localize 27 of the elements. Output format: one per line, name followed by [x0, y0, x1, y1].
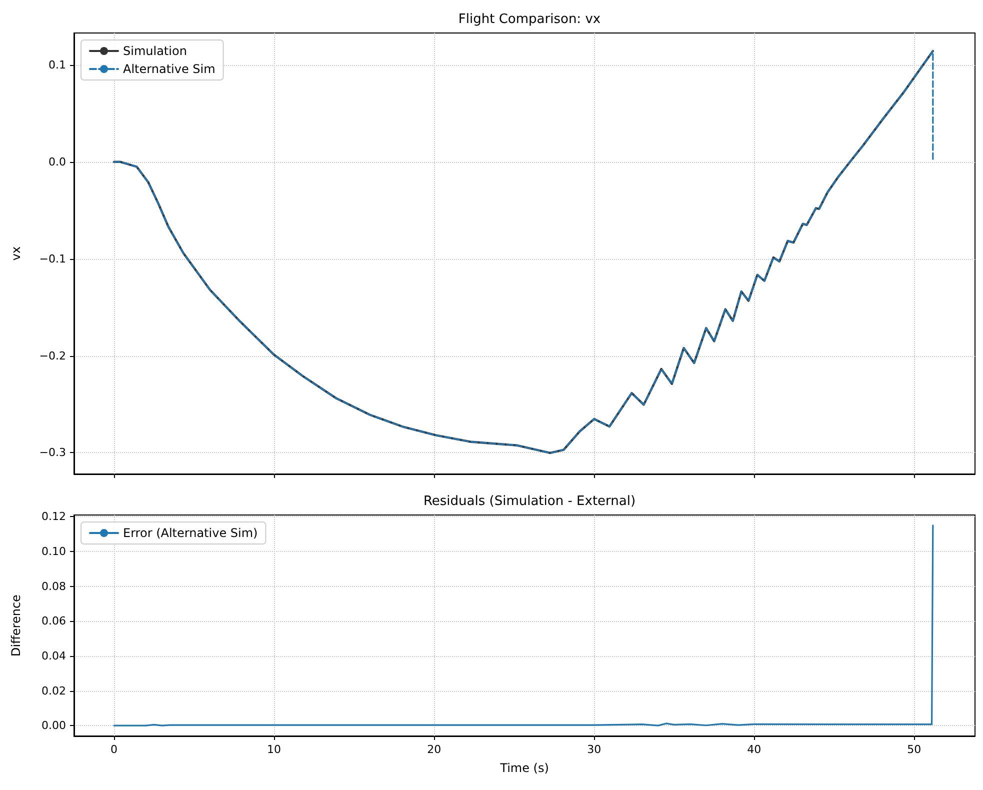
y-tick-label: 0.00: [42, 719, 66, 732]
legend-label: Alternative Sim: [123, 62, 216, 76]
y-tick-label: −0.2: [39, 349, 66, 362]
x-tick-label: 0: [110, 743, 118, 756]
y-tick-label: 0.02: [42, 684, 66, 698]
line-series: [113, 524, 934, 726]
y-tick-label: 0.06: [42, 614, 66, 628]
y-tick-label: 0.08: [42, 580, 66, 593]
y-tick-label: −0.1: [39, 252, 66, 266]
x-tick-label: 20: [427, 743, 442, 756]
y-tick-label: 0.12: [42, 510, 66, 524]
y-axis-title: Difference: [9, 594, 23, 656]
x-axis-title: Time (s): [499, 761, 549, 775]
y-axis-title: vx: [9, 246, 23, 261]
y-tick-label: 0.1: [48, 58, 66, 72]
chart-title: Flight Comparison: vx: [458, 12, 601, 27]
y-tick-label: −0.3: [39, 446, 66, 460]
x-tick-label: 30: [587, 743, 602, 756]
y-tick-label: 0.0: [48, 155, 66, 168]
y-tick-label: 0.10: [42, 545, 66, 558]
legend-label: Simulation: [123, 44, 187, 58]
x-tick-label: 10: [267, 743, 282, 756]
x-tick-label: 40: [747, 743, 762, 756]
chart-title: Residuals (Simulation - External): [423, 494, 636, 509]
legend-label: Error (Alternative Sim): [123, 526, 258, 540]
y-tick-label: 0.04: [42, 649, 66, 662]
x-tick-label: 50: [907, 743, 922, 756]
